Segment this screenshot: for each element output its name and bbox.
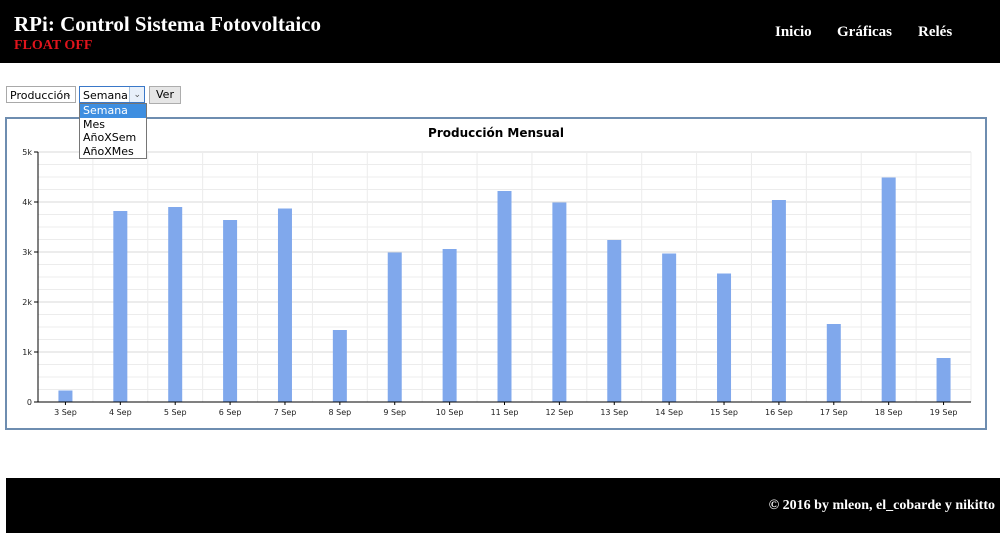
x-tick-label: 14 Sep	[655, 408, 683, 417]
y-tick-label: 2k	[22, 298, 32, 307]
y-tick-label: 0	[27, 398, 32, 407]
bar	[277, 208, 292, 402]
y-tick-label: 1k	[22, 348, 32, 357]
nav-graficas[interactable]: Gráficas	[837, 24, 892, 40]
period-option-anoxsem[interactable]: AñoXSem	[83, 131, 137, 144]
y-tick-label: 4k	[22, 198, 32, 207]
period-option-mes[interactable]: Mes	[83, 117, 105, 131]
bar	[168, 207, 183, 402]
chevron-down-icon: ⌄	[133, 90, 141, 100]
bar	[662, 253, 677, 402]
production-chart: 3 Sep 4 Sep 5 Sep 6 Sep 7 Sep 8 Sep 9 Sep 10 Se…	[22, 148, 972, 417]
period-option-semana[interactable]: Semana	[80, 104, 146, 118]
x-tick-label: 6 Sep	[219, 408, 242, 417]
float-status: FLOAT OFF	[14, 38, 93, 53]
variable-select[interactable]: Producción ⌄	[6, 86, 76, 103]
x-tick-label: 9 Sep	[383, 408, 406, 417]
chart-title: Producción Mensual	[428, 126, 564, 140]
nav-inicio[interactable]: Inicio	[775, 24, 812, 40]
period-select-arrow[interactable]: ⌄	[129, 87, 144, 102]
bar	[113, 211, 128, 402]
y-tick-label: 3k	[22, 248, 32, 257]
bar	[717, 273, 732, 402]
copyright-text: © 2016 by mleon, el_cobarde y nikitto	[768, 498, 995, 513]
footer-bar: © 2016 by mleon, el_cobarde y nikitto	[6, 478, 1000, 533]
bar	[58, 390, 73, 402]
x-tick-label: 12 Sep	[545, 408, 573, 417]
x-tick-label: 5 Sep	[164, 408, 187, 417]
x-tick-label: 16 Sep	[765, 408, 793, 417]
x-tick-label: 13 Sep	[600, 408, 628, 417]
header-bar: RPi: Control Sistema Fotovoltaico FLOAT …	[0, 0, 1000, 63]
bar	[607, 240, 622, 402]
bar	[826, 324, 841, 402]
x-tick-label: 10 Sep	[436, 408, 464, 417]
ver-button[interactable]: Ver	[149, 86, 181, 104]
bar	[332, 330, 347, 402]
bar	[936, 358, 951, 402]
nav-reles[interactable]: Relés	[918, 24, 953, 40]
x-tick-label: 3 Sep	[54, 408, 77, 417]
y-tick-label: 5k	[22, 148, 32, 157]
period-select-value: Semana	[83, 89, 128, 102]
period-option-anoxmes[interactable]: AñoXMes	[83, 144, 134, 158]
bar	[881, 177, 896, 402]
chevron-down-icon: ⌄	[64, 90, 72, 100]
x-tick-label: 7 Sep	[274, 408, 297, 417]
period-select[interactable]: Semana ⌄	[79, 86, 145, 103]
x-tick-label: 15 Sep	[710, 408, 738, 417]
x-tick-label: 17 Sep	[820, 408, 848, 417]
bar	[497, 191, 512, 402]
bar	[223, 220, 238, 402]
x-tick-label: 19 Sep	[930, 408, 958, 417]
bar	[552, 202, 567, 402]
x-tick-label: 4 Sep	[109, 408, 132, 417]
variable-select-value: Producción	[10, 89, 71, 102]
x-tick-label: 11 Sep	[491, 408, 519, 417]
bar	[771, 200, 786, 402]
app-title: RPi: Control Sistema Fotovoltaico	[14, 12, 321, 36]
x-tick-label: 18 Sep	[875, 408, 903, 417]
x-tick-label: 8 Sep	[328, 408, 351, 417]
chart-panel: Producción Mensual 3 Sep 4 Sep 5 Sep 6 Sep 7…	[5, 117, 987, 430]
period-dropdown: Semana Mes AñoXSem AñoXMes	[79, 103, 147, 159]
bar	[442, 249, 457, 402]
bar	[387, 252, 402, 402]
